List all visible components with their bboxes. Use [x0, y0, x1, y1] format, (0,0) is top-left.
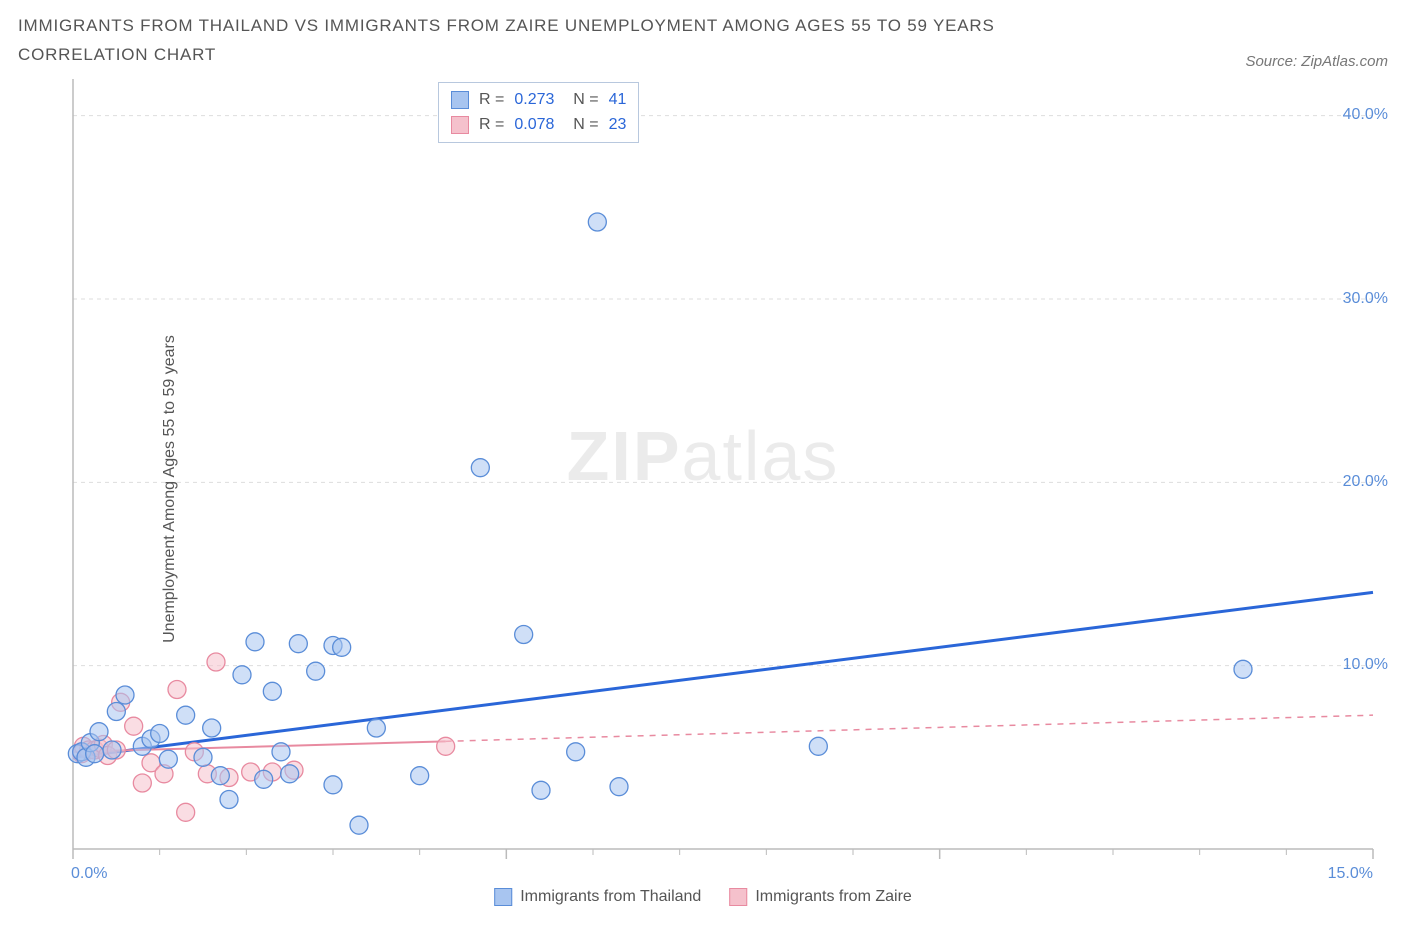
- legend-stats-row-zaire: R = 0.078 N = 23: [451, 112, 626, 138]
- y-tick-label: 40.0%: [1343, 106, 1388, 124]
- source-attribution: Source: ZipAtlas.com: [1245, 53, 1388, 70]
- legend-bottom: Immigrants from Thailand Immigrants from…: [494, 888, 912, 906]
- x-tick-label: 15.0%: [1328, 865, 1373, 883]
- chart-title: IMMIGRANTS FROM THAILAND VS IMMIGRANTS F…: [18, 12, 1118, 70]
- swatch-zaire: [451, 116, 469, 134]
- y-tick-label: 10.0%: [1343, 656, 1388, 674]
- r-value-zaire: 0.078: [514, 112, 554, 138]
- n-value-zaire: 23: [609, 112, 627, 138]
- legend-stats-box: R = 0.273 N = 41 R = 0.078 N = 23: [438, 82, 639, 143]
- n-value-thailand: 41: [609, 87, 627, 113]
- swatch-thailand-bottom: [494, 888, 512, 906]
- swatch-zaire-bottom: [729, 888, 747, 906]
- y-tick-label: 20.0%: [1343, 473, 1388, 491]
- legend-stats-row-thailand: R = 0.273 N = 41: [451, 87, 626, 113]
- y-tick-label: 30.0%: [1343, 290, 1388, 308]
- legend-item-thailand: Immigrants from Thailand: [494, 888, 701, 906]
- y-axis-label: Unemployment Among Ages 55 to 59 years: [161, 335, 179, 643]
- legend-item-zaire: Immigrants from Zaire: [729, 888, 911, 906]
- r-value-thailand: 0.273: [514, 87, 554, 113]
- swatch-thailand: [451, 91, 469, 109]
- scatter-chart: [18, 74, 1388, 904]
- x-tick-label: 0.0%: [71, 865, 107, 883]
- chart-container: ZIPatlas R = 0.273 N = 41 R = 0.078 N = …: [18, 74, 1388, 904]
